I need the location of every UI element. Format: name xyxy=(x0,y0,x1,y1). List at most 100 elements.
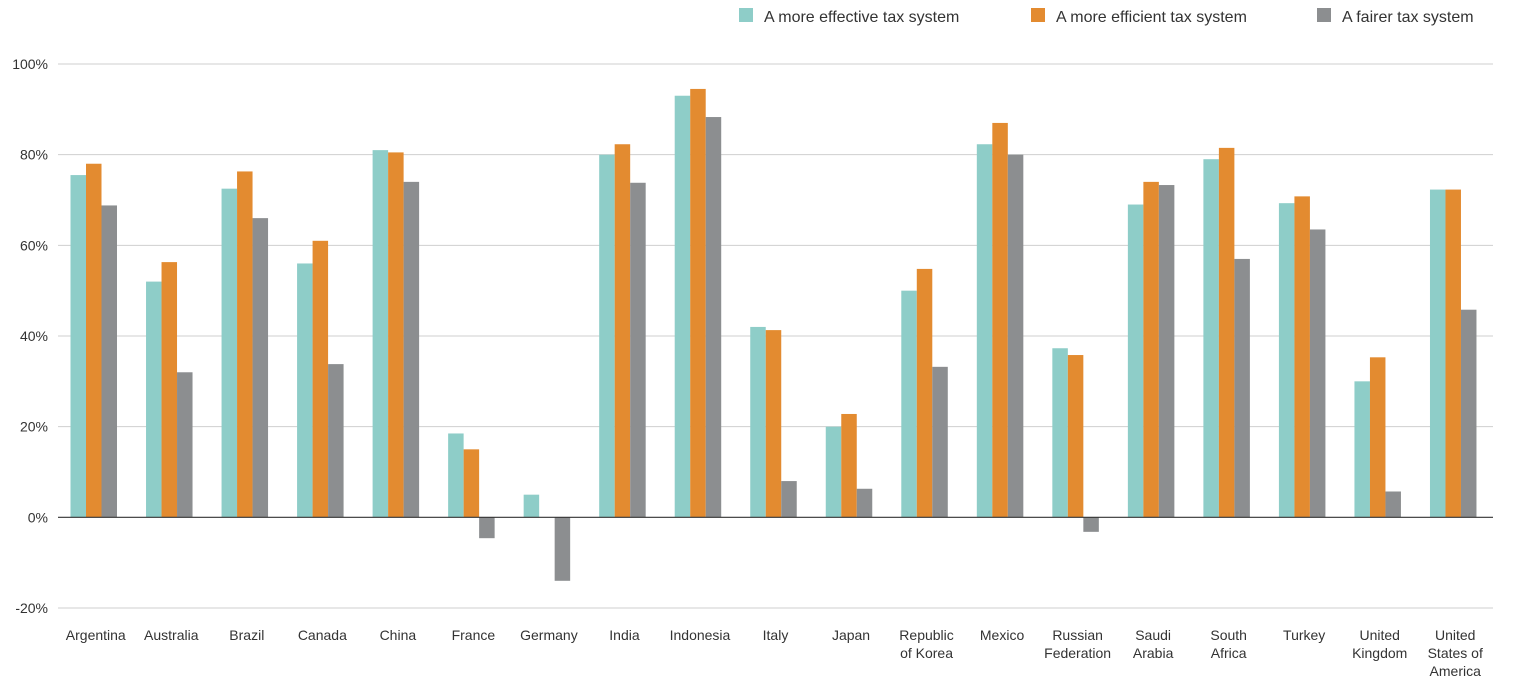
legend-label: A more effective tax system xyxy=(764,9,959,26)
bar-a-fairer-tax-system-russian-federation xyxy=(1083,517,1099,532)
bar-a-more-efficient-tax-system-japan xyxy=(841,413,857,518)
legend-label: A more efficient tax system xyxy=(1056,9,1247,26)
legend-swatch xyxy=(739,8,753,22)
bar-a-more-efficient-tax-system-italy xyxy=(765,330,782,518)
bar-a-more-efficient-tax-system-turkey xyxy=(1294,196,1310,518)
bar-a-more-efficient-tax-system-brazil xyxy=(237,171,253,518)
category-label: Russian Federation xyxy=(1044,627,1111,661)
bar-a-more-effective-tax-system-russian-federation xyxy=(1052,348,1068,518)
bar-a-more-efficient-tax-system-canada xyxy=(312,240,329,518)
category-label: South Africa xyxy=(1210,627,1247,661)
y-tick-label: -20% xyxy=(15,600,48,616)
bar-a-fairer-tax-system-argentina xyxy=(101,205,117,518)
bar-a-fairer-tax-system-brazil xyxy=(252,218,269,518)
bar-a-fairer-tax-system-republic-of-korea xyxy=(932,366,948,518)
bar-a-fairer-tax-system-united-states-of-america xyxy=(1460,309,1477,518)
bar-a-fairer-tax-system-south-africa xyxy=(1234,258,1250,518)
bar-a-more-efficient-tax-system-mexico xyxy=(992,122,1008,518)
bar-a-more-effective-tax-system-south-africa xyxy=(1203,159,1219,518)
bar-a-fairer-tax-system-france xyxy=(479,517,495,539)
bar-a-more-effective-tax-system-australia xyxy=(146,281,162,518)
category-label: Italy xyxy=(763,627,789,643)
bar-a-more-effective-tax-system-republic-of-korea xyxy=(901,290,917,518)
category-label: Mexico xyxy=(980,627,1025,643)
bar-a-fairer-tax-system-japan xyxy=(856,488,873,518)
category-label: China xyxy=(380,627,417,643)
bar-a-fairer-tax-system-china xyxy=(403,181,420,518)
bar-a-more-efficient-tax-system-australia xyxy=(161,262,178,518)
y-axis-tick-labels: -20% 0% 20% 40% 60% 80% 100% xyxy=(12,56,48,616)
category-label-line: United xyxy=(1359,627,1399,643)
bar-a-more-effective-tax-system-china xyxy=(372,150,389,518)
bar-a-more-efficient-tax-system-india xyxy=(614,144,631,518)
category-label: United Kingdom xyxy=(1352,627,1407,661)
bar-a-fairer-tax-system-germany xyxy=(554,517,571,581)
category-label-line: Brazil xyxy=(229,627,264,643)
bar-a-more-effective-tax-system-united-kingdom xyxy=(1354,381,1370,518)
category-label: Brazil xyxy=(229,627,264,643)
bars xyxy=(70,88,1477,581)
bar-a-more-effective-tax-system-canada xyxy=(297,263,313,518)
y-tick-label: 60% xyxy=(20,237,48,253)
bar-a-fairer-tax-system-italy xyxy=(781,481,797,518)
bar-a-fairer-tax-system-turkey xyxy=(1309,229,1326,518)
bar-a-more-effective-tax-system-mexico xyxy=(976,144,993,518)
bar-a-fairer-tax-system-india xyxy=(630,182,646,518)
category-label-line: Australia xyxy=(144,627,199,643)
bar-a-more-efficient-tax-system-china xyxy=(388,152,404,518)
y-tick-label: 20% xyxy=(20,419,48,435)
category-label-line: Russian xyxy=(1052,627,1103,643)
legend-swatch xyxy=(1317,8,1331,22)
bar-a-more-effective-tax-system-france xyxy=(448,433,464,518)
category-label: Germany xyxy=(520,627,578,643)
legend-item: A fairer tax system xyxy=(1317,8,1474,26)
bar-a-more-effective-tax-system-united-states-of-america xyxy=(1429,189,1446,518)
bar-a-fairer-tax-system-indonesia xyxy=(705,117,722,518)
category-label-line: United xyxy=(1435,627,1475,643)
bar-a-fairer-tax-system-united-kingdom xyxy=(1385,491,1401,518)
category-label-line: India xyxy=(609,627,640,643)
bar-a-fairer-tax-system-mexico xyxy=(1007,154,1024,518)
bar-a-more-effective-tax-system-argentina xyxy=(70,175,86,518)
category-label: Republic of Korea xyxy=(899,627,953,661)
bar-a-more-effective-tax-system-saudi-arabia xyxy=(1127,204,1144,518)
legend-item: A more efficient tax system xyxy=(1031,8,1247,26)
bar-a-more-efficient-tax-system-saudi-arabia xyxy=(1143,181,1159,518)
category-label-line: Italy xyxy=(763,627,789,643)
bar-a-fairer-tax-system-australia xyxy=(177,372,193,518)
y-tick-label: 80% xyxy=(20,147,48,163)
bar-a-more-efficient-tax-system-russian-federation xyxy=(1067,355,1084,518)
legend-swatch xyxy=(1031,8,1045,22)
category-label-line: Africa xyxy=(1211,645,1247,661)
y-tick-label: 0% xyxy=(28,509,48,525)
bar-a-more-efficient-tax-system-south-africa xyxy=(1218,147,1235,518)
category-label-line: Saudi xyxy=(1135,627,1171,643)
category-label-line: Republic xyxy=(899,627,953,643)
category-label: Japan xyxy=(832,627,870,643)
category-label-line: Japan xyxy=(832,627,870,643)
category-label: Turkey xyxy=(1283,627,1325,643)
category-label: Argentina xyxy=(66,627,126,643)
bar-a-more-effective-tax-system-germany xyxy=(523,494,540,518)
category-label-line: France xyxy=(452,627,496,643)
category-label-line: Indonesia xyxy=(670,627,731,643)
bar-a-more-effective-tax-system-turkey xyxy=(1278,203,1295,518)
category-label-line: Kingdom xyxy=(1352,645,1407,661)
legend: A more effective tax system A more effici… xyxy=(739,8,1474,26)
bar-a-more-effective-tax-system-italy xyxy=(750,326,766,518)
category-label-line: America xyxy=(1430,663,1482,679)
bar-a-more-effective-tax-system-india xyxy=(599,154,615,518)
y-tick-label: 100% xyxy=(12,56,48,72)
bar-a-more-efficient-tax-system-france xyxy=(463,449,480,518)
bar-a-more-efficient-tax-system-argentina xyxy=(86,163,102,518)
category-label-line: Germany xyxy=(520,627,578,643)
category-label-line: States of xyxy=(1428,645,1483,661)
bar-a-more-efficient-tax-system-united-states-of-america xyxy=(1445,189,1461,518)
category-label: Canada xyxy=(298,627,347,643)
category-label: India xyxy=(609,627,640,643)
bar-a-more-efficient-tax-system-republic-of-korea xyxy=(916,268,933,518)
bar-a-more-effective-tax-system-brazil xyxy=(221,188,238,518)
y-tick-label: 40% xyxy=(20,328,48,344)
